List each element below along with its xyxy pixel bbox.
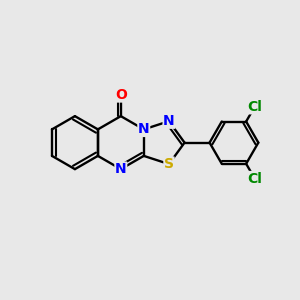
Text: N: N <box>138 122 150 136</box>
Text: S: S <box>164 157 174 171</box>
Text: N: N <box>163 114 175 128</box>
Text: N: N <box>115 162 127 176</box>
Text: O: O <box>115 88 127 102</box>
Text: Cl: Cl <box>247 100 262 114</box>
Text: Cl: Cl <box>247 172 262 185</box>
